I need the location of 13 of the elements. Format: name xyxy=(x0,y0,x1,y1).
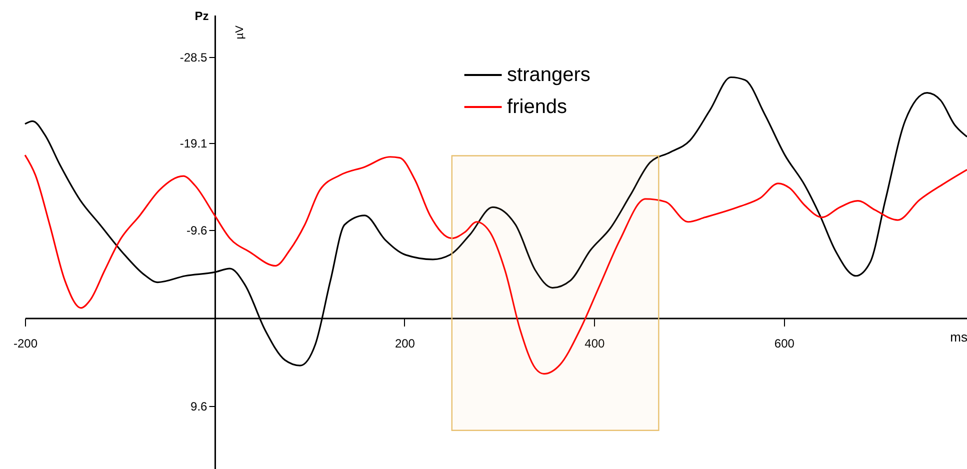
x-tick-label: 200 xyxy=(394,336,416,350)
legend-label: friends xyxy=(507,96,568,118)
legend-label: strangers xyxy=(507,64,590,86)
x-tick-label: -200 xyxy=(13,336,38,350)
y-axis-title: µV xyxy=(234,24,246,40)
x-tick-label: 400 xyxy=(584,336,606,350)
y-tick-label: 9.6 xyxy=(190,399,208,414)
chart-title: Pz xyxy=(194,9,209,23)
x-axis-title: ms xyxy=(950,329,967,344)
y-tick-label: -19.1 xyxy=(180,136,208,151)
y-tick-label: -9.6 xyxy=(186,224,208,238)
x-tick-label: 600 xyxy=(774,336,795,350)
y-tick-label: -28.5 xyxy=(180,50,208,65)
